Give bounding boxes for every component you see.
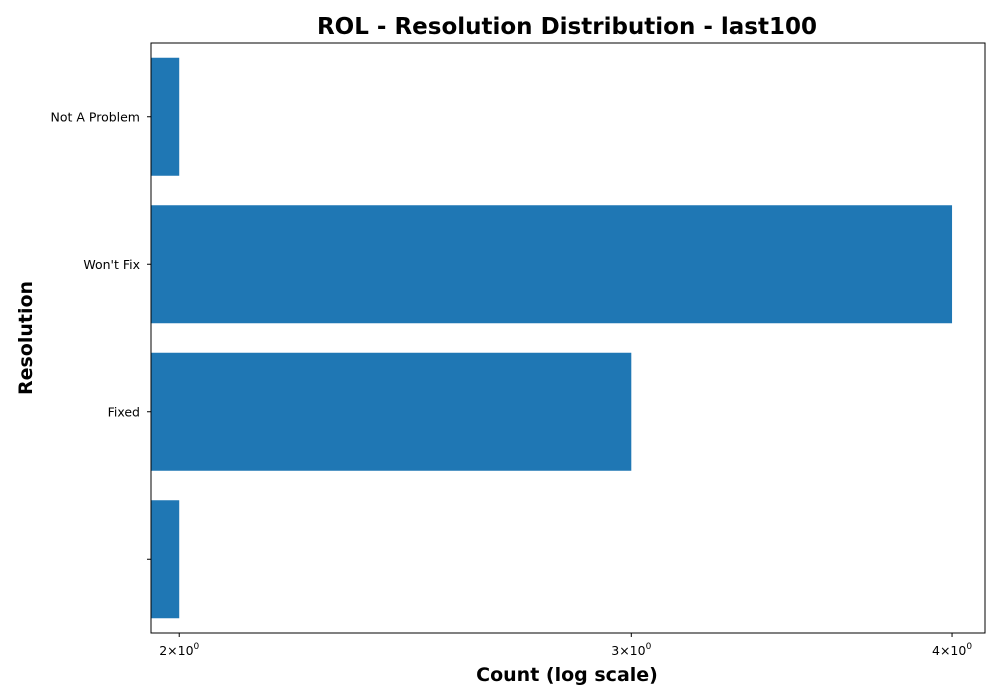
x-tick-label: 2×100 bbox=[159, 642, 199, 658]
plot-area: Fixed Won't Fix Not A Problem 2×100 3×100 4×1… bbox=[50, 42, 986, 658]
bar bbox=[151, 352, 632, 471]
plot-frame bbox=[150, 42, 986, 634]
bar bbox=[151, 500, 180, 619]
chart-title: ROL - Resolution Distribution - last100 bbox=[317, 14, 817, 40]
y-axis-label: Resolution bbox=[15, 281, 37, 395]
y-tick-label: Won't Fix bbox=[83, 257, 140, 272]
y-tick-label: Not A Problem bbox=[50, 109, 140, 124]
bar bbox=[151, 205, 953, 324]
x-tick-label: 3×100 bbox=[611, 642, 651, 658]
x-tick-label: 4×100 bbox=[932, 642, 972, 658]
x-axis-label: Count (log scale) bbox=[476, 664, 658, 686]
bar bbox=[151, 57, 180, 176]
y-tick-label: Fixed bbox=[108, 404, 140, 419]
